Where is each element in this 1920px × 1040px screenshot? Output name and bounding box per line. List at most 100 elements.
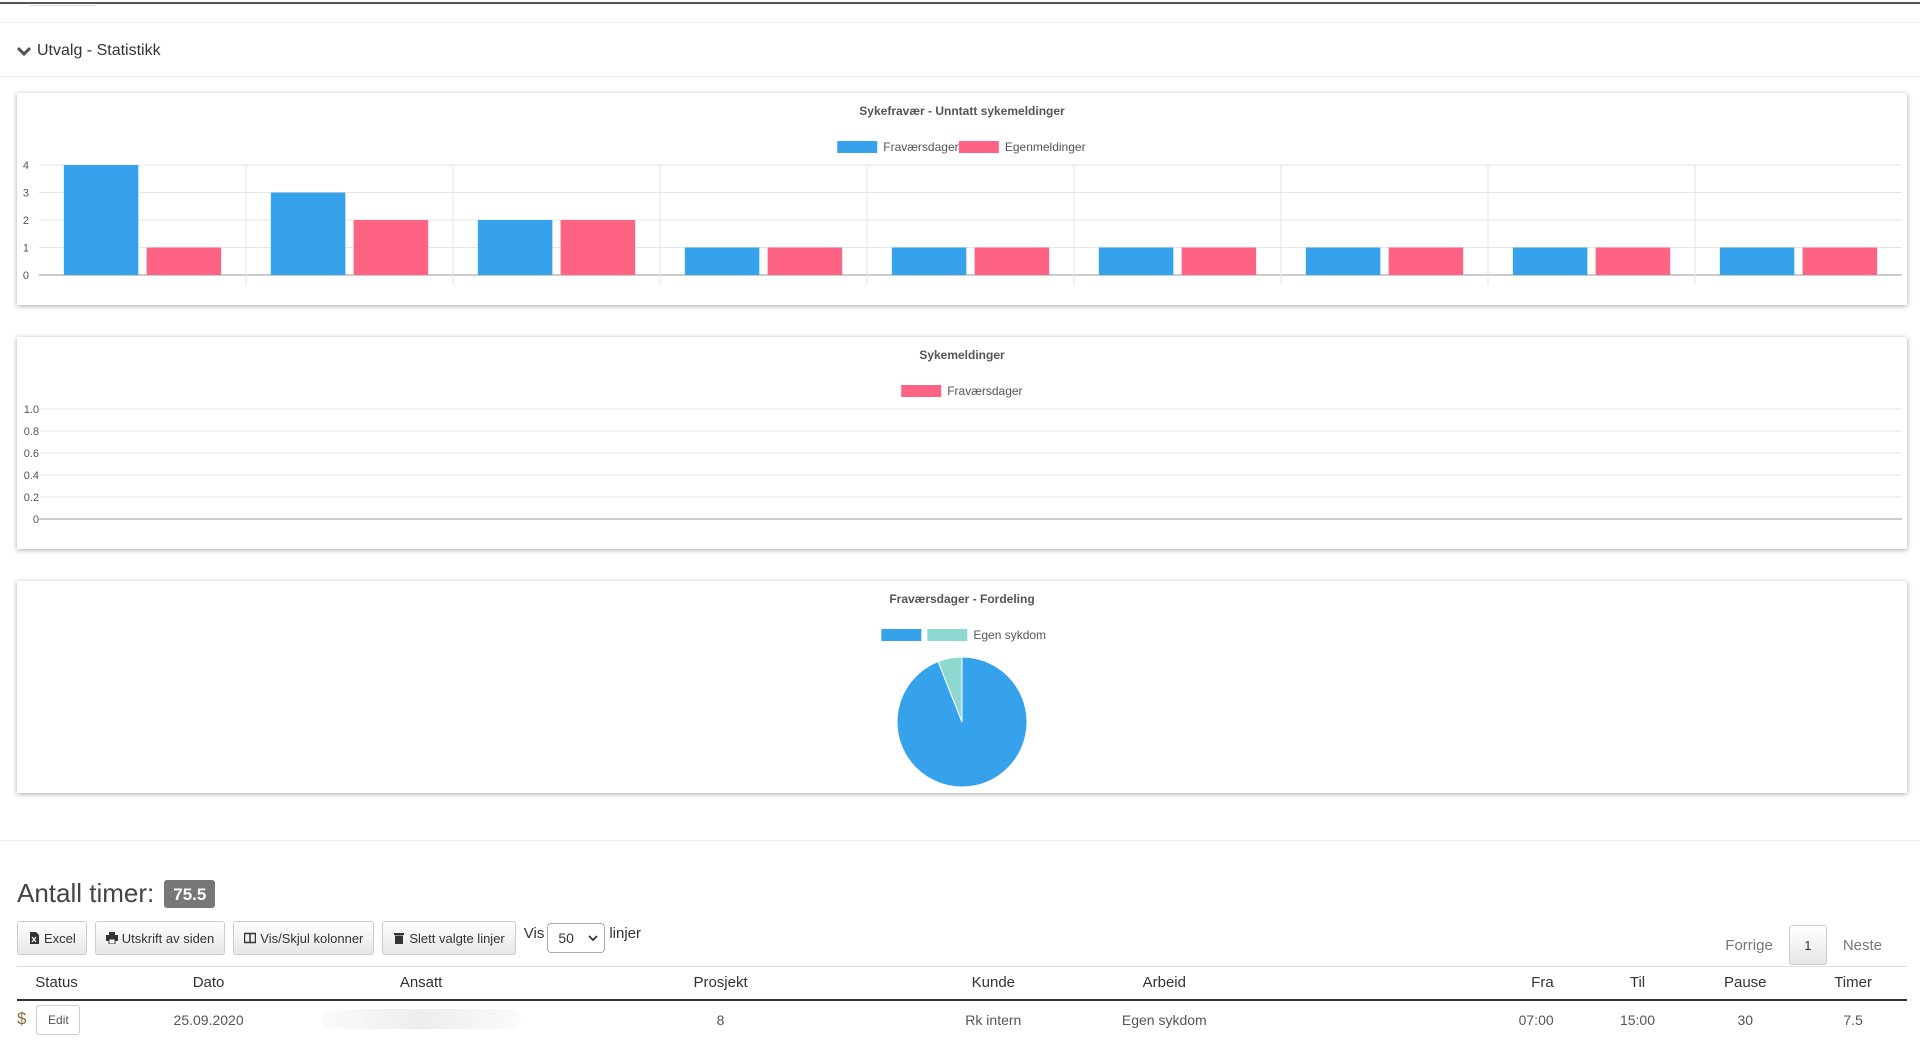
cell-arbeid: Egen sykdom — [1121, 1012, 1207, 1028]
delete-selected-label: Slett valgte linjer — [409, 930, 505, 946]
column-header-arbeid[interactable]: Arbeid — [1066, 966, 1262, 1001]
column-header-fra[interactable]: Fra — [1261, 966, 1584, 1001]
cell-status: $ Edit — [17, 1000, 96, 1040]
y-tick-label: 3 — [23, 188, 29, 200]
bar-fravaersdager[interactable] — [63, 165, 139, 275]
legend-label[interactable]: Fraværsdager — [883, 140, 958, 154]
column-header-ansatt[interactable]: Ansatt — [321, 966, 522, 1001]
bar-fravaersdager[interactable] — [1719, 247, 1795, 276]
bar-egenmeldinger[interactable] — [353, 220, 429, 275]
chart-panel-sykemeldinger: Sykemeldinger Fraværsdager 0 0.2 0.4 0.6 0.8… — [17, 337, 1907, 549]
bar-egenmeldinger[interactable] — [1181, 247, 1257, 276]
print-button-label: Utskrift av siden — [121, 930, 215, 946]
hours-table: Status Dato Ansatt Prosjekt Kunde Arbeid… — [17, 966, 1907, 1040]
y-tick-label: 0.4 — [24, 470, 39, 482]
column-header-kunde[interactable]: Kunde — [919, 966, 1067, 1001]
cell-dato: 25.09.2020 — [173, 1012, 244, 1028]
pagination-page-1[interactable]: 1 — [1788, 925, 1827, 965]
legend-swatch[interactable] — [901, 385, 942, 397]
legend-label[interactable]: Fraværsdager — [947, 384, 1022, 398]
pie-chart-fordeling: Fraværsdager - Fordeling Egen sykdom — [881, 592, 1046, 788]
table-toolbar: Excel Utskrift av siden Vis/Skjul kolonn… — [17, 921, 641, 955]
y-tick-label: 0 — [23, 270, 29, 282]
y-tick-label: 1 — [23, 243, 29, 255]
accordion-utvalg-statistikk[interactable]: Utvalg - Statistikk — [17, 38, 161, 64]
legend-swatch[interactable] — [881, 629, 922, 641]
columns-icon — [244, 932, 257, 944]
delete-selected-button[interactable]: Slett valgte linjer — [382, 921, 516, 955]
file-excel-icon — [30, 932, 39, 944]
print-icon — [105, 932, 118, 944]
edit-button[interactable]: Edit — [36, 1005, 81, 1035]
bar-fravaersdager[interactable] — [1098, 247, 1174, 276]
bar-chart-sykefravaer: Sykefravær - Unntatt sykemeldinger Fravæ… — [23, 104, 1902, 285]
top-border — [0, 0, 1920, 4]
column-header-til[interactable]: Til — [1583, 966, 1692, 1001]
cell-fra: 07:00 — [1518, 1012, 1554, 1028]
bar-fravaersdager[interactable] — [891, 247, 967, 276]
column-header-timer[interactable]: Timer — [1799, 966, 1907, 1001]
total-hours-badge: 75.5 — [164, 879, 216, 908]
table-row[interactable]: $ Edit 25.09.2020 8 Rk intern Egen sykdo… — [17, 1000, 1907, 1040]
y-tick-label: 0.8 — [24, 426, 39, 438]
accordion-label: Utvalg - Statistikk — [37, 42, 161, 59]
bar-fravaersdager[interactable] — [477, 220, 553, 275]
pie-slice[interactable] — [937, 656, 963, 723]
bar-fravaersdager[interactable] — [1305, 247, 1381, 276]
bar-egenmeldinger[interactable] — [974, 247, 1050, 276]
divider — [0, 22, 1920, 23]
table-header-row: Status Dato Ansatt Prosjekt Kunde Arbeid… — [17, 966, 1907, 1001]
page-size-select[interactable]: 50 — [547, 923, 606, 953]
rows-label: linjer — [609, 924, 642, 942]
divider — [0, 840, 1920, 841]
pagination-next[interactable]: Neste — [1842, 936, 1882, 954]
bar-egenmeldinger[interactable] — [146, 247, 222, 276]
excel-button[interactable]: Excel — [17, 921, 87, 955]
total-hours: Antall timer: 75.5 — [17, 878, 216, 909]
chevron-down-icon — [17, 46, 31, 57]
cell-prosjekt: 8 — [716, 1012, 725, 1028]
column-header-status[interactable]: Status — [17, 966, 97, 1001]
bar-egenmeldinger[interactable] — [767, 247, 843, 276]
legend-label[interactable]: Egen sykdom — [973, 628, 1046, 642]
divider — [0, 76, 1920, 77]
bar-fravaersdager[interactable] — [684, 247, 760, 276]
legend-swatch[interactable] — [837, 141, 878, 153]
y-tick-label: 2 — [23, 215, 29, 227]
bar-egenmeldinger[interactable] — [560, 220, 636, 275]
legend-swatch[interactable] — [958, 141, 999, 153]
dollar-icon: $ — [17, 1009, 27, 1028]
chart-panel-fordeling: Fraværsdager - Fordeling Egen sykdom — [17, 581, 1907, 793]
bar-fravaersdager[interactable] — [270, 192, 346, 276]
bar-egenmeldinger[interactable] — [1802, 247, 1878, 276]
bar-egenmeldinger[interactable] — [1595, 247, 1671, 276]
chart-title: Sykemeldinger — [919, 348, 1005, 362]
toggle-columns-label: Vis/Skjul kolonner — [260, 930, 364, 946]
cell-kunde: Rk intern — [965, 1012, 1022, 1028]
cell-timer: 7.5 — [1843, 1012, 1863, 1028]
pagination-prev[interactable]: Forrige — [1725, 936, 1773, 954]
excel-button-label: Excel — [44, 930, 76, 946]
redacted-name — [321, 1008, 522, 1029]
cell-ansatt — [321, 1000, 522, 1040]
bar-chart-sykemeldinger: Sykemeldinger Fraværsdager 0 0.2 0.4 0.6 0.8… — [24, 348, 1902, 526]
y-tick-label: 4 — [23, 160, 29, 172]
bar-egenmeldinger[interactable] — [1388, 247, 1464, 276]
cell-pause: 30 — [1737, 1012, 1754, 1028]
bar-fravaersdager[interactable] — [1512, 247, 1588, 276]
column-header-prosjekt[interactable]: Prosjekt — [521, 966, 920, 1001]
cell-til: 15:00 — [1619, 1012, 1655, 1028]
chart-title: Fraværsdager - Fordeling — [889, 592, 1034, 606]
legend-label[interactable]: Egenmeldinger — [1005, 140, 1086, 154]
chart-panel-sykefravaer: Sykefravær - Unntatt sykemeldinger Fravæ… — [17, 93, 1907, 305]
column-header-pause[interactable]: Pause — [1691, 966, 1800, 1001]
y-tick-label: 0 — [33, 514, 39, 526]
legend-swatch[interactable] — [927, 629, 968, 641]
total-hours-label: Antall timer: — [17, 878, 155, 908]
column-header-dato[interactable]: Dato — [96, 966, 322, 1001]
print-button[interactable]: Utskrift av siden — [94, 921, 226, 955]
y-tick-label: 1.0 — [24, 404, 39, 416]
toggle-columns-button[interactable]: Vis/Skjul kolonner — [233, 921, 375, 955]
top-tab — [30, 0, 96, 6]
y-tick-label: 0.2 — [24, 492, 39, 504]
